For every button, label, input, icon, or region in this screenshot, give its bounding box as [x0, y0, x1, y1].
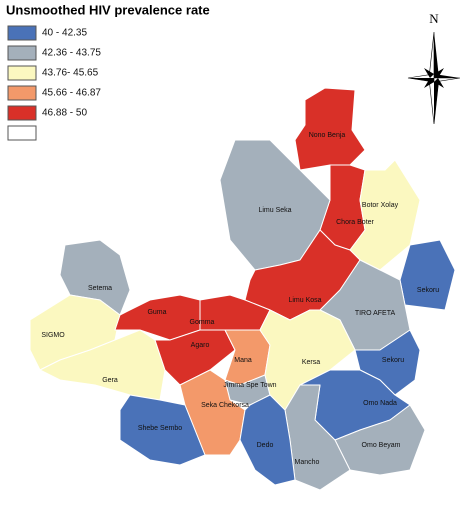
region-label: Guma [147, 309, 166, 316]
region-label: Limu Kosa [288, 297, 321, 304]
region-label: TIRO AFETA [355, 310, 396, 317]
region [114, 294, 201, 341]
region-label: Kersa [302, 359, 320, 366]
map-title: Unsmoothed HIV prevalence rate [6, 2, 210, 17]
region-label: Gera [102, 377, 118, 384]
legend-label: 42.36 - 43.75 [42, 48, 101, 59]
region-label: Setema [88, 285, 112, 292]
region-label: Chora Boter [336, 219, 374, 226]
region-label: SIGMO [41, 332, 65, 339]
region-label: Omo Beyam [362, 442, 401, 449]
region-label: Limu Seka [258, 207, 291, 214]
north-arrow: N [407, 11, 461, 125]
region [239, 394, 296, 486]
region-label: Sekoru [382, 357, 404, 364]
legend-swatch [7, 65, 37, 81]
north-label: N [429, 11, 439, 26]
region-label: Botor Xolay [362, 202, 399, 209]
regions [29, 87, 456, 491]
region-label: Sekoru [417, 287, 439, 294]
legend-swatch [7, 85, 37, 101]
region-label: Seka Chekorsa [201, 402, 249, 409]
region-label: Gomma [190, 319, 215, 326]
legend-swatch-empty [7, 125, 37, 141]
region-label: Agaro [191, 342, 210, 349]
region-label: Mancho [295, 459, 320, 466]
legend-label: 43.76- 45.65 [42, 68, 99, 79]
region-label: Omo Nada [363, 400, 397, 407]
region [119, 394, 206, 466]
legend-swatch [7, 45, 37, 61]
region-label: Shebe Sembo [138, 425, 182, 432]
region-label: Dedo [257, 442, 274, 449]
region [294, 87, 366, 171]
legend-swatch [7, 105, 37, 121]
legend-label: 45.66 - 46.87 [42, 88, 101, 99]
legend-swatch [7, 25, 37, 41]
region-label: Mana [234, 357, 252, 364]
legend-label: 46.88 - 50 [42, 108, 87, 119]
region [334, 404, 426, 476]
legend-label: 40 - 42.35 [42, 28, 87, 39]
region-label: Nono Benja [309, 132, 346, 139]
region [399, 239, 456, 311]
region-label: Jimma Spe Town [223, 382, 276, 389]
